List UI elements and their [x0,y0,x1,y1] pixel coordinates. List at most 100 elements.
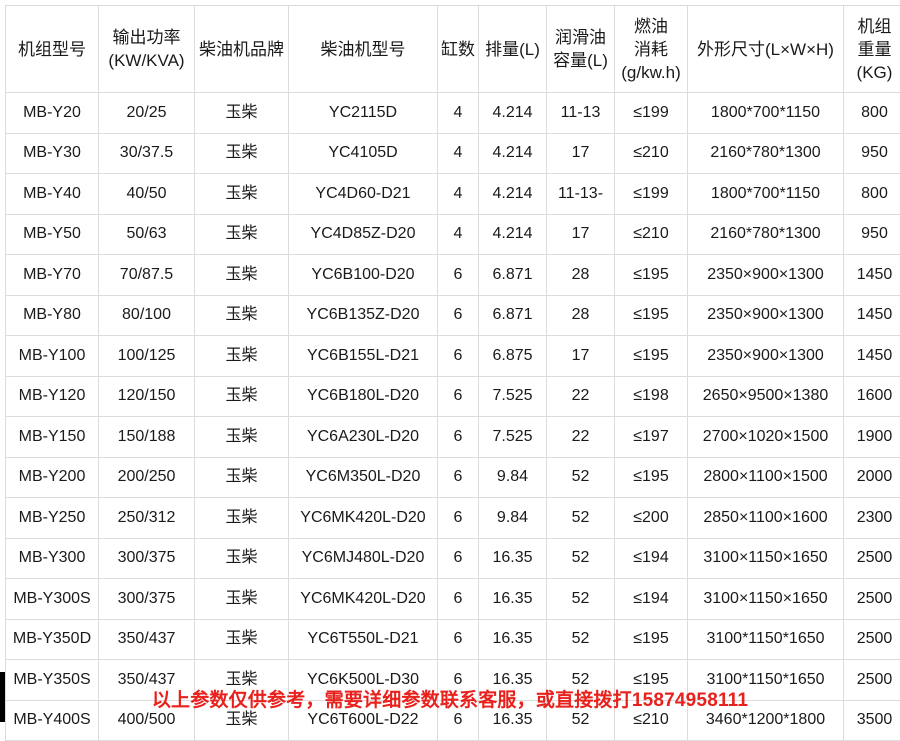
cell-power: 250/312 [99,498,195,539]
cell-power: 300/375 [99,579,195,620]
cell-brand: 玉柴 [195,619,289,660]
cell-cylinders: 6 [438,498,479,539]
cell-weight: 800 [844,93,900,134]
cell-dims: 2350×900×1300 [688,336,844,377]
column-header-line: 消耗 [617,38,685,61]
cell-displacement: 6.875 [479,336,547,377]
cell-weight: 1450 [844,255,900,296]
cell-cylinders: 6 [438,255,479,296]
cell-cylinders: 6 [438,457,479,498]
cell-cylinders: 4 [438,93,479,134]
cell-displacement: 16.35 [479,579,547,620]
cell-brand: 玉柴 [195,376,289,417]
cell-fuel: ≤199 [615,174,688,215]
cell-brand: 玉柴 [195,579,289,620]
column-header-weight: 机组重量(KG) [844,6,900,93]
cell-cylinders: 6 [438,295,479,336]
column-header-brand: 柴油机品牌 [195,6,289,93]
cell-model: MB-Y80 [6,295,99,336]
cell-engine: YC6M350L-D20 [289,457,438,498]
cell-engine: YC6T550L-D21 [289,619,438,660]
column-header-line: 燃油 [617,15,685,38]
cell-displacement: 6.871 [479,255,547,296]
cell-brand: 玉柴 [195,538,289,579]
cell-fuel: ≤210 [615,214,688,255]
footer-note: 以上参数仅供参考，需要详细参数联系客服，或直接拨打15874958111 [5,678,895,718]
cell-power: 350/437 [99,619,195,660]
cell-power: 150/188 [99,417,195,458]
cell-cylinders: 6 [438,336,479,377]
cell-displacement: 7.525 [479,376,547,417]
cell-brand: 玉柴 [195,417,289,458]
cell-fuel: ≤194 [615,579,688,620]
column-header-cylinders: 缸数 [438,6,479,93]
cell-displacement: 16.35 [479,619,547,660]
cell-brand: 玉柴 [195,255,289,296]
cell-power: 20/25 [99,93,195,134]
cell-displacement: 6.871 [479,295,547,336]
column-header-line: 容量(L) [549,49,612,72]
cell-dims: 3100×1150×1650 [688,579,844,620]
cell-oil: 11-13 [547,93,615,134]
cell-weight: 1900 [844,417,900,458]
column-header-line: 输出功率 [101,26,192,49]
cell-model: MB-Y300S [6,579,99,620]
cell-model: MB-Y30 [6,133,99,174]
cell-brand: 玉柴 [195,498,289,539]
column-header-line: 柴油机型号 [291,38,435,61]
cell-displacement: 4.214 [479,93,547,134]
cell-dims: 2850×1100×1600 [688,498,844,539]
cell-power: 300/375 [99,538,195,579]
cell-power: 80/100 [99,295,195,336]
cell-weight: 1450 [844,295,900,336]
cell-fuel: ≤198 [615,376,688,417]
cell-displacement: 9.84 [479,498,547,539]
cell-fuel: ≤194 [615,538,688,579]
cell-power: 120/150 [99,376,195,417]
cell-oil: 11-13- [547,174,615,215]
cell-brand: 玉柴 [195,214,289,255]
cell-model: MB-Y250 [6,498,99,539]
cell-model: MB-Y50 [6,214,99,255]
cell-cylinders: 4 [438,174,479,215]
cell-oil: 28 [547,295,615,336]
cell-engine: YC4D60-D21 [289,174,438,215]
cell-dims: 1800*700*1150 [688,174,844,215]
cell-model: MB-Y120 [6,376,99,417]
cell-fuel: ≤195 [615,619,688,660]
cell-displacement: 9.84 [479,457,547,498]
cell-power: 70/87.5 [99,255,195,296]
cell-dims: 3100*1150*1650 [688,619,844,660]
cell-model: MB-Y100 [6,336,99,377]
column-header-engine: 柴油机型号 [289,6,438,93]
cell-engine: YC4105D [289,133,438,174]
cell-displacement: 4.214 [479,214,547,255]
cell-fuel: ≤195 [615,336,688,377]
cell-dims: 2160*780*1300 [688,214,844,255]
cell-brand: 玉柴 [195,174,289,215]
cell-displacement: 7.525 [479,417,547,458]
cell-engine: YC6B180L-D20 [289,376,438,417]
column-header-line: (g/kw.h) [617,61,685,84]
cell-dims: 2650×9500×1380 [688,376,844,417]
cell-power: 50/63 [99,214,195,255]
cell-fuel: ≤210 [615,133,688,174]
cell-model: MB-Y20 [6,93,99,134]
cell-weight: 2500 [844,538,900,579]
cell-engine: YC6MJ480L-D20 [289,538,438,579]
column-header-line: (KG) [846,61,900,84]
cell-engine: YC6MK420L-D20 [289,579,438,620]
cell-power: 40/50 [99,174,195,215]
cell-dims: 2700×1020×1500 [688,417,844,458]
column-header-line: 外形尺寸(L×W×H) [690,38,841,61]
column-header-oil: 润滑油容量(L) [547,6,615,93]
cell-oil: 52 [547,619,615,660]
